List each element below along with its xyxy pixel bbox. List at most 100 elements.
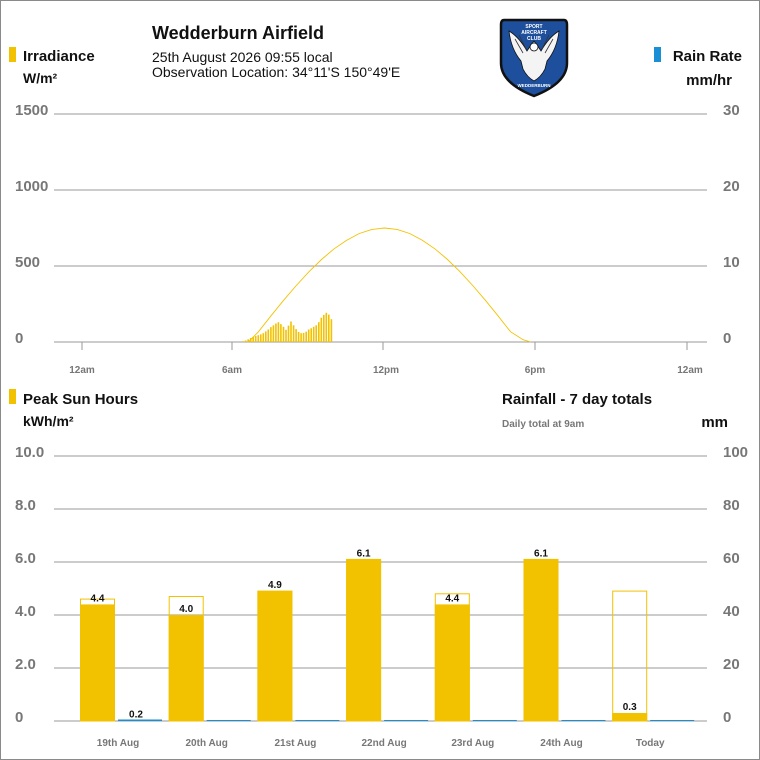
irradiance-bar xyxy=(295,329,297,342)
top-chart-marks xyxy=(242,227,531,343)
sun-hours-legend-swatch xyxy=(9,389,16,404)
bottom-left-tick-label: 4.0 xyxy=(15,603,36,620)
peak-sun-hours-value-label: 6.1 xyxy=(357,548,371,559)
sun-hours-unit-label: kWh/m² xyxy=(23,413,74,429)
bottom-right-tick-label: 60 xyxy=(723,550,740,567)
irradiance-bar xyxy=(318,322,320,342)
irradiance-bar xyxy=(300,333,302,342)
peak-sun-hours-value-label: 4.4 xyxy=(445,593,459,604)
bottom-left-tick-label: 2.0 xyxy=(15,656,36,673)
peak-sun-hours-bar xyxy=(346,559,382,721)
rainfall-bar xyxy=(650,720,695,721)
peak-sun-hours-value-label: 4.9 xyxy=(268,580,282,591)
peak-sun-hours-value-label: 6.1 xyxy=(534,548,548,559)
top-right-tick-label: 30 xyxy=(723,102,740,119)
bottom-right-tick-label: 0 xyxy=(723,709,731,726)
irradiance-bar xyxy=(244,340,247,342)
irradiance-bar xyxy=(265,331,267,342)
bottom-left-tick-label: 6.0 xyxy=(15,550,36,567)
rainfall-bar xyxy=(384,720,429,721)
irradiance-bar xyxy=(302,332,305,342)
irradiance-bar xyxy=(272,325,275,342)
irradiance-bar xyxy=(277,322,280,342)
irradiance-bar xyxy=(254,335,257,342)
top-right-tick-label: 10 xyxy=(723,254,740,271)
club-logo: SPORT AIRCRAFT CLUB WEDDERBURN xyxy=(499,18,569,98)
rain-rate-unit-label: mm/hr xyxy=(686,72,732,89)
peak-sun-hours-bar xyxy=(168,615,204,721)
bottom-right-tick-label: 100 xyxy=(723,444,748,461)
top-x-tick-label: 12am xyxy=(69,365,95,376)
top-right-tick-label: 0 xyxy=(723,330,731,347)
irradiance-bar xyxy=(287,325,290,342)
peak-sun-hours-bar xyxy=(80,604,115,721)
top-right-tick-label: 20 xyxy=(723,178,740,195)
rainfall-unit-label: mm xyxy=(701,414,728,431)
observation-location: Observation Location: 34°11'S 150°49'E xyxy=(152,64,400,80)
day-category-label: Today xyxy=(636,738,665,749)
bottom-right-tick-label: 40 xyxy=(723,603,740,620)
irradiance-bar xyxy=(315,325,317,342)
irradiance-bar xyxy=(320,317,323,342)
rainfall-title: Rainfall - 7 day totals xyxy=(502,391,652,408)
peak-sun-hours-bar xyxy=(434,604,470,721)
top-chart-gridlines xyxy=(54,113,707,343)
logo-text-mid-2: CLUB xyxy=(527,36,541,42)
rainfall-bar xyxy=(206,720,251,721)
top-left-tick-label: 1500 xyxy=(15,102,48,119)
irradiance-bar xyxy=(260,334,262,342)
irradiance-bar xyxy=(328,314,330,342)
peak-sun-hours-value-label: 0.3 xyxy=(623,702,637,713)
rainfall-bar xyxy=(472,720,517,721)
rain-rate-legend-label: Rain Rate xyxy=(673,48,742,65)
rainfall-value-label: 0.2 xyxy=(129,710,143,721)
clear-sky-irradiance-line xyxy=(248,227,531,343)
sun-hours-legend-label: Peak Sun Hours xyxy=(23,391,138,408)
irradiance-bar xyxy=(242,341,244,342)
irradiance-bar xyxy=(267,329,270,342)
bottom-right-tick-label: 80 xyxy=(723,497,740,514)
peak-sun-hours-bar xyxy=(612,713,648,721)
rain-rate-legend-swatch xyxy=(654,47,661,62)
top-x-tick-label: 12pm xyxy=(373,365,399,376)
irradiance-bar xyxy=(305,331,307,342)
rainfall-bar xyxy=(561,720,606,721)
irradiance-bar xyxy=(310,328,312,342)
bottom-left-tick-label: 10.0 xyxy=(15,444,44,461)
logo-text-bottom: WEDDERBURN xyxy=(518,83,551,88)
irradiance-bar xyxy=(252,336,254,342)
day-category-label: 19th Aug xyxy=(97,738,139,749)
irradiance-bar xyxy=(312,326,315,342)
irradiance-legend-swatch xyxy=(9,47,16,62)
rainfall-note: Daily total at 9am xyxy=(502,419,584,430)
top-left-tick-label: 1000 xyxy=(15,178,48,195)
top-left-tick-label: 500 xyxy=(15,254,40,271)
top-x-tick-label: 6pm xyxy=(525,365,546,376)
peak-sun-hours-bar xyxy=(257,591,293,721)
peak-sun-hours-bar xyxy=(523,559,559,721)
peak-sun-hours-value-label: 4.4 xyxy=(91,593,105,604)
irradiance-bar xyxy=(285,329,287,342)
day-category-label: 24th Aug xyxy=(540,738,582,749)
irradiance-bar xyxy=(307,329,310,342)
rainfall-bar xyxy=(295,720,340,721)
top-chart-x-ticks xyxy=(81,342,688,350)
irradiance-bar xyxy=(257,335,260,342)
day-category-label: 22nd Aug xyxy=(362,738,407,749)
irradiance-bar xyxy=(323,314,325,342)
irradiance-legend-label: Irradiance xyxy=(23,48,95,65)
top-x-tick-label: 6am xyxy=(222,365,242,376)
day-category-label: 21st Aug xyxy=(274,738,316,749)
irradiance-bar xyxy=(262,333,265,342)
page-title: Wedderburn Airfield xyxy=(152,23,324,43)
peak-sun-hours-value-label: 4.0 xyxy=(179,604,193,615)
bottom-left-tick-label: 8.0 xyxy=(15,497,36,514)
top-left-tick-label: 0 xyxy=(15,330,23,347)
irradiance-unit-label: W/m² xyxy=(23,70,58,86)
logo-text-top: SPORT xyxy=(525,24,542,30)
logo-text-mid-1: AIRCRAFT xyxy=(521,30,547,36)
top-x-tick-label: 12am xyxy=(677,365,703,376)
day-category-label: 23rd Aug xyxy=(451,738,494,749)
